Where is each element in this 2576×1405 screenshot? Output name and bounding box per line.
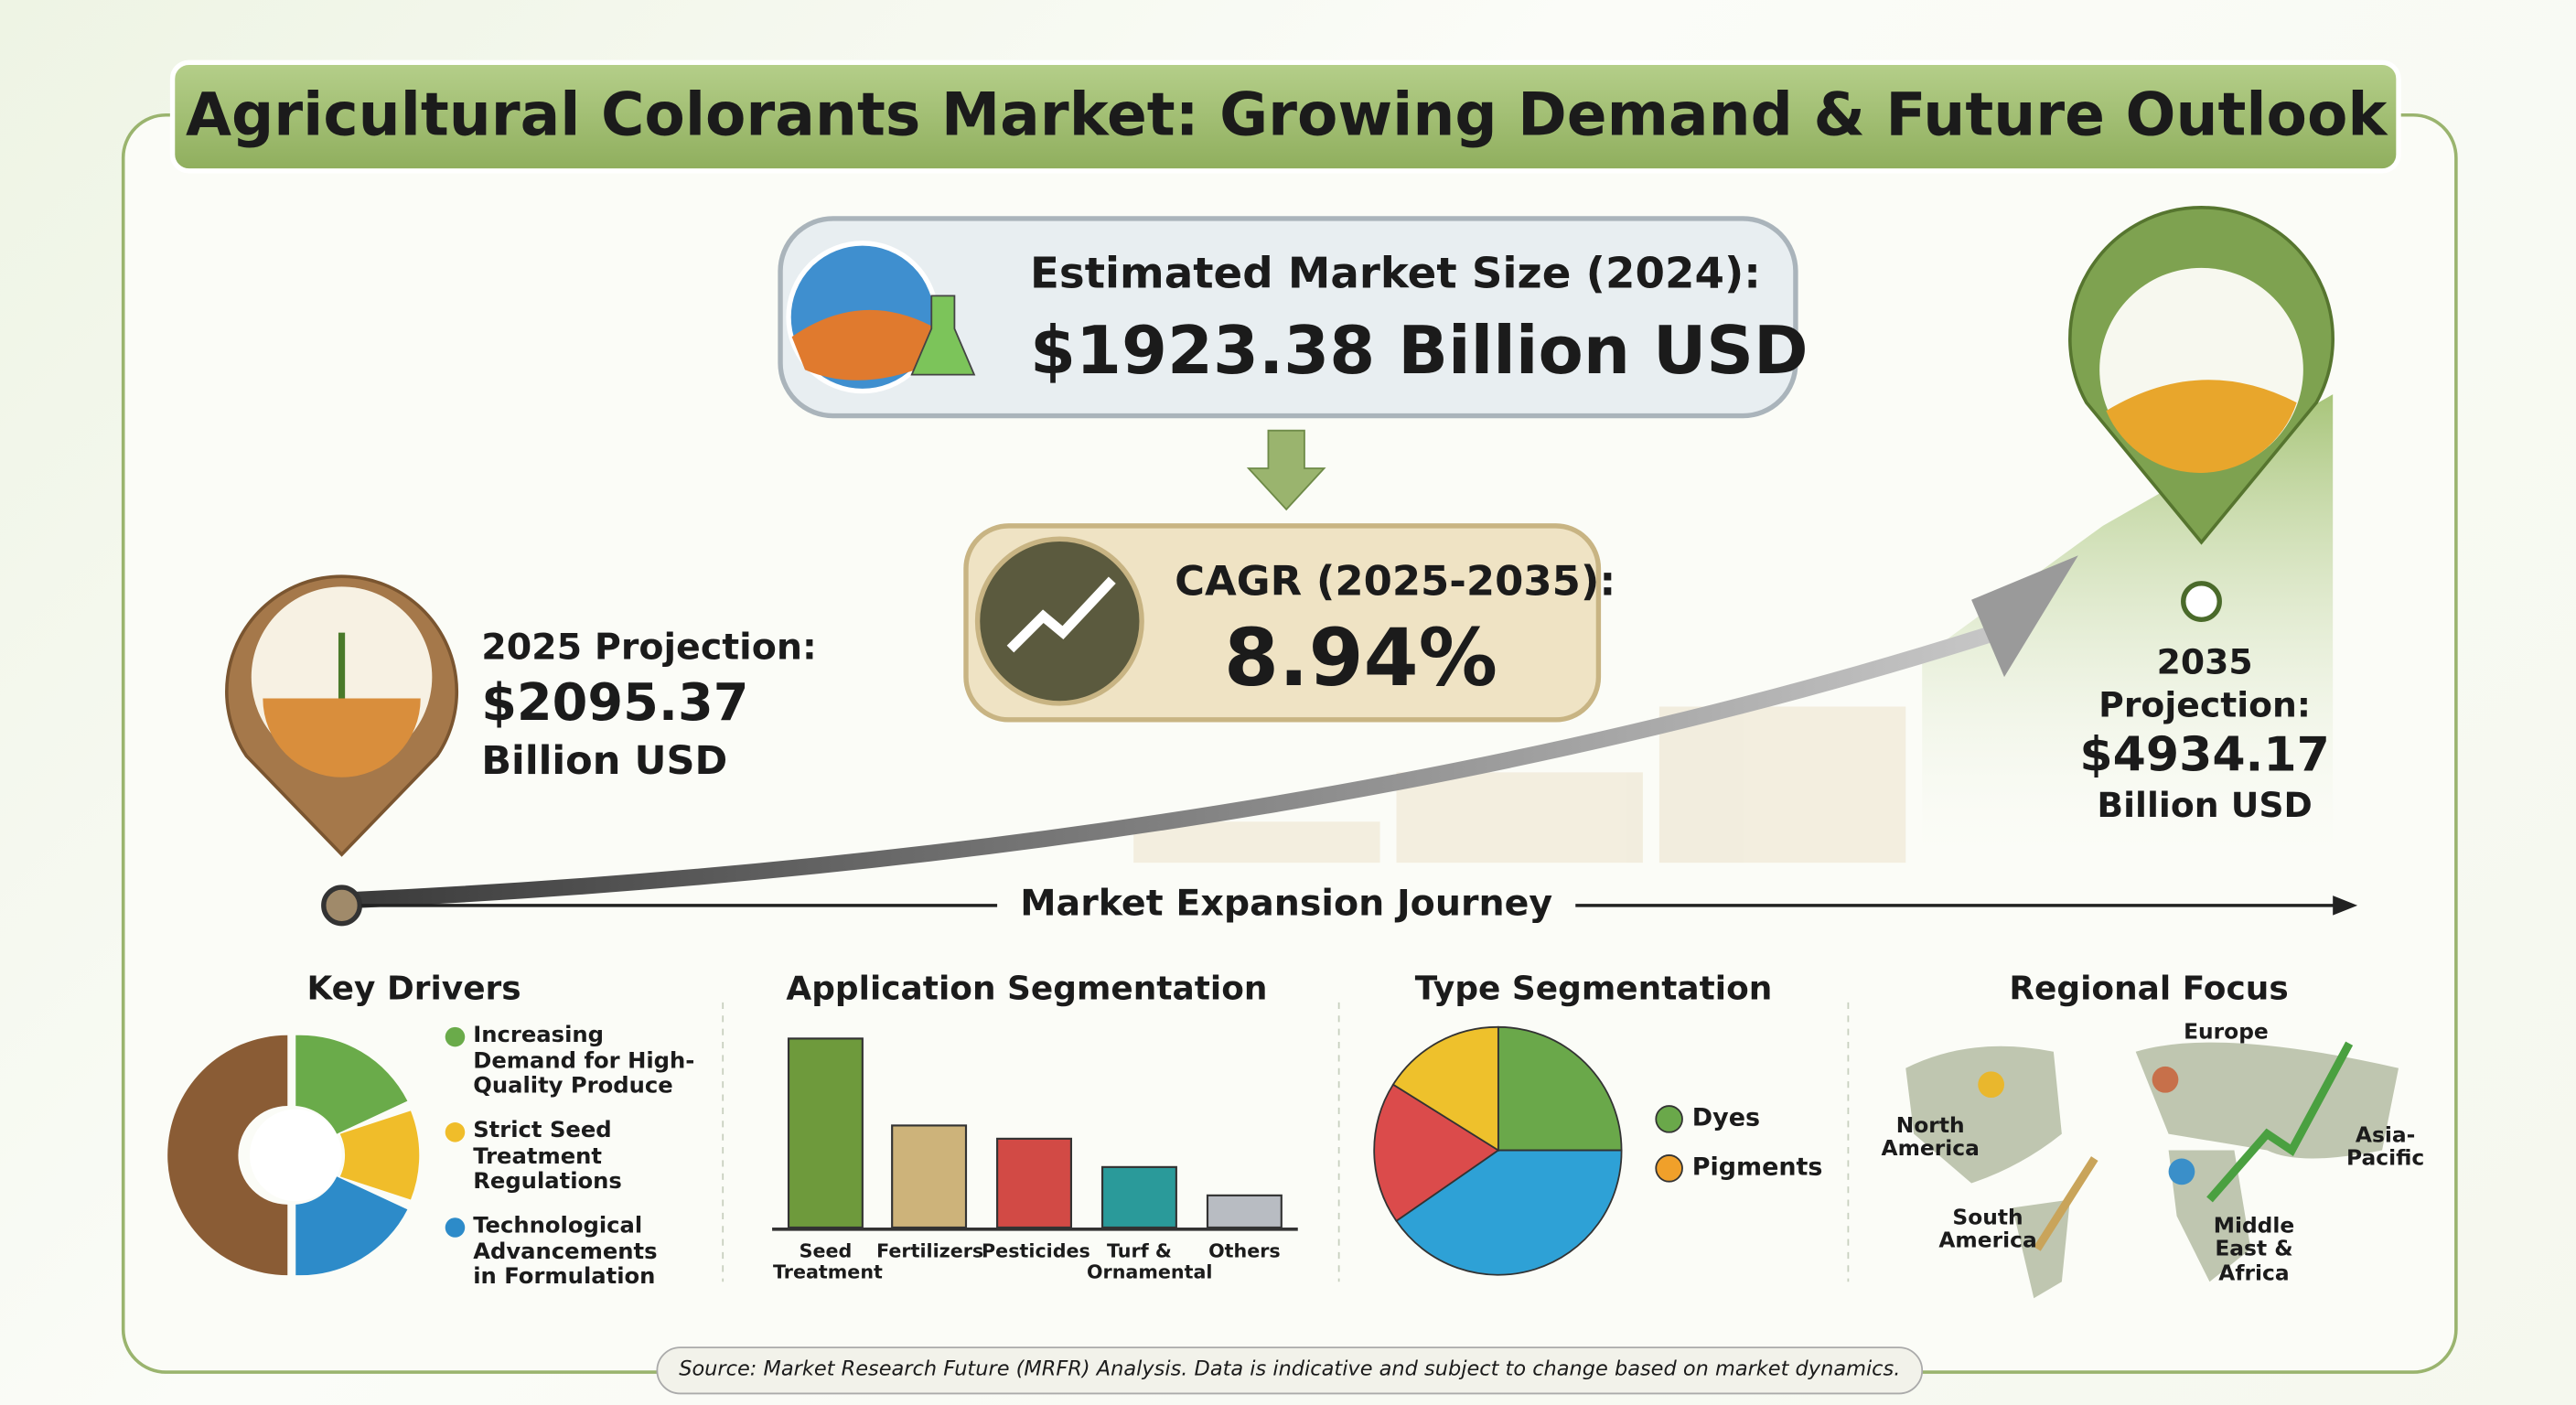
down-arrow	[1246, 429, 1326, 511]
cagr-icon-arrow	[1006, 576, 1116, 653]
type-pie	[1373, 1025, 1623, 1276]
bar	[787, 1037, 864, 1229]
bar	[891, 1124, 968, 1229]
legend-label: Dyes	[1691, 1102, 1761, 1132]
drivers-donut	[167, 1035, 420, 1276]
source: Source: Market Research Future (MRFR) An…	[679, 1356, 1901, 1381]
projection-2035-unit: Billion USD	[2097, 785, 2313, 825]
projection-2025-unit: Billion USD	[481, 737, 728, 784]
flask-icon	[910, 295, 976, 376]
bar-label: Fertilizers	[876, 1239, 984, 1262]
region-label: North America	[1881, 1114, 1980, 1163]
pin-2035-dot	[2181, 581, 2222, 622]
driver-bullets	[445, 1026, 466, 1238]
section-title: Regional Focus	[2009, 968, 2289, 1008]
region-arrow	[2206, 1041, 2354, 1203]
region-label: Asia-Pacific	[2346, 1123, 2425, 1173]
region-label: Europe	[2184, 1020, 2269, 1046]
driver-item: Strict Seed Treatment Regulations	[473, 1117, 622, 1196]
cagr-label: CAGR (2025-2035):	[1175, 557, 1616, 606]
section-title: Key Drivers	[306, 968, 521, 1008]
region-arrow-sa	[2034, 1156, 2098, 1251]
projection-2025-value: $2095.37	[481, 673, 749, 734]
source-pill	[656, 1346, 1924, 1395]
market-size-label: Estimated Market Size (2024):	[1030, 250, 1761, 299]
region-label: Middle East & Africa	[2213, 1214, 2295, 1286]
journey-label: Market Expansion Journey	[997, 885, 1576, 926]
title-banner	[169, 59, 2401, 174]
bar-label: Seed Treatment	[772, 1239, 883, 1283]
bar	[1100, 1165, 1177, 1229]
projection-2025-label: 2025 Projection:	[481, 627, 817, 670]
field-icon	[791, 309, 937, 381]
region-label: South America	[1938, 1206, 2037, 1255]
cagr-value: 8.94%	[1223, 613, 1498, 705]
market-size-value: $1923.38 Billion USD	[1030, 314, 1809, 390]
title: Agricultural Colorants Market: Growing D…	[185, 81, 2388, 150]
journey-arrow	[2333, 896, 2358, 916]
journey-start	[321, 885, 362, 927]
market-size-box	[778, 216, 1798, 419]
region-pins	[1978, 1066, 2195, 1185]
legend-label: Pigments	[1691, 1152, 1823, 1182]
bar-label: Others	[1208, 1239, 1281, 1262]
bar	[1206, 1194, 1283, 1229]
driver-item: Increasing Demand for High-Quality Produ…	[473, 1022, 695, 1099]
growth-arrow-head	[1971, 555, 2078, 678]
section-title: Type Segmentation	[1414, 968, 1773, 1008]
cagr-icon	[974, 536, 1144, 706]
growth-arrow	[344, 617, 2023, 909]
bar-label: Pesticides	[982, 1239, 1090, 1262]
pie-legend-dots	[1655, 1105, 1683, 1183]
projection-2035-value: $4934.17	[2079, 726, 2330, 783]
growth-steps	[1133, 706, 1906, 863]
field-icon-2035	[2106, 380, 2297, 473]
section-title: Application Segmentation	[786, 968, 1268, 1008]
projection-2035-label: 2035 Projection:	[2098, 642, 2311, 725]
driver-item: Technological Advancements in Formulatio…	[473, 1212, 658, 1291]
soil-icon	[263, 698, 421, 778]
bar-label: Turf & Ornamental	[1086, 1239, 1213, 1283]
bar	[996, 1137, 1073, 1229]
